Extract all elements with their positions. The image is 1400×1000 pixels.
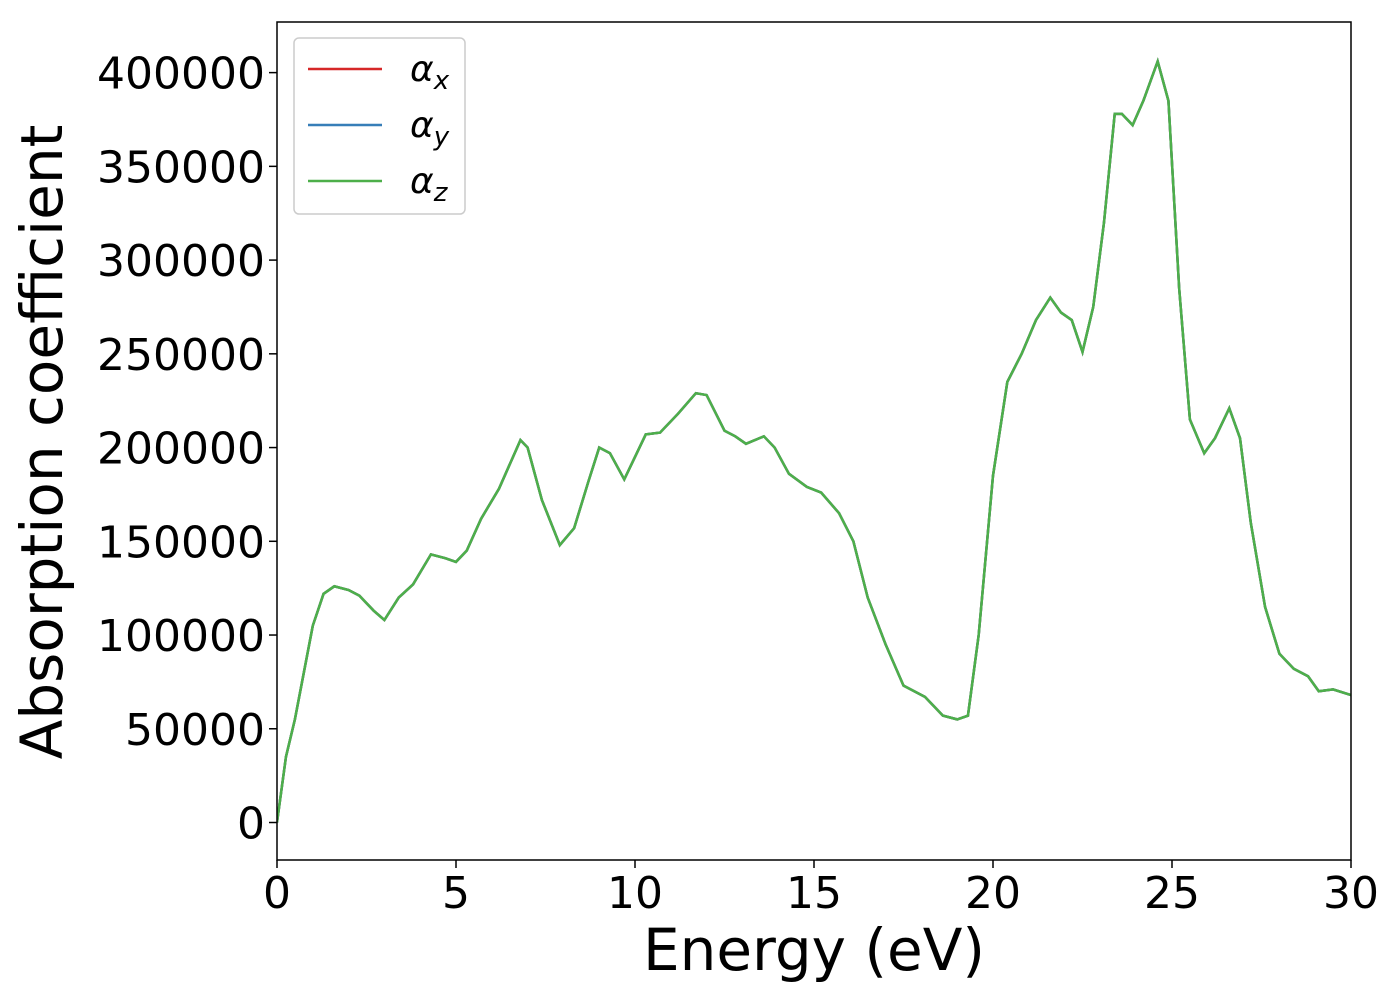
x-axis-label: Energy (eV) <box>643 916 985 984</box>
y-axis-label: Absorption coefficient <box>8 125 76 760</box>
plot-frame <box>276 21 1352 861</box>
legend-label: αx <box>410 49 450 96</box>
x-tick-label: 20 <box>965 868 1021 919</box>
y-tick-label: 400000 <box>97 49 265 100</box>
y-tick-label: 100000 <box>97 611 265 662</box>
series-line <box>277 57 1351 823</box>
y-tick-label: 250000 <box>97 330 265 381</box>
x-tick-label: 15 <box>786 868 842 919</box>
legend-label: αy <box>410 105 450 152</box>
x-tick-label: 5 <box>442 868 470 919</box>
x-tick-label: 25 <box>1144 868 1200 919</box>
y-tick-label: 50000 <box>125 705 265 756</box>
x-tick-label: 0 <box>263 868 291 919</box>
x-tick-label: 10 <box>607 868 663 919</box>
y-tick-label: 350000 <box>97 142 265 193</box>
y-tick-label: 300000 <box>97 236 265 287</box>
y-tick-label: 200000 <box>97 424 265 475</box>
y-tick-label: 150000 <box>97 517 265 568</box>
y-tick-label: 0 <box>237 799 265 850</box>
x-tick-label: 30 <box>1323 868 1379 919</box>
legend: αx αy αz <box>293 37 466 215</box>
legend-label: αz <box>410 161 449 208</box>
